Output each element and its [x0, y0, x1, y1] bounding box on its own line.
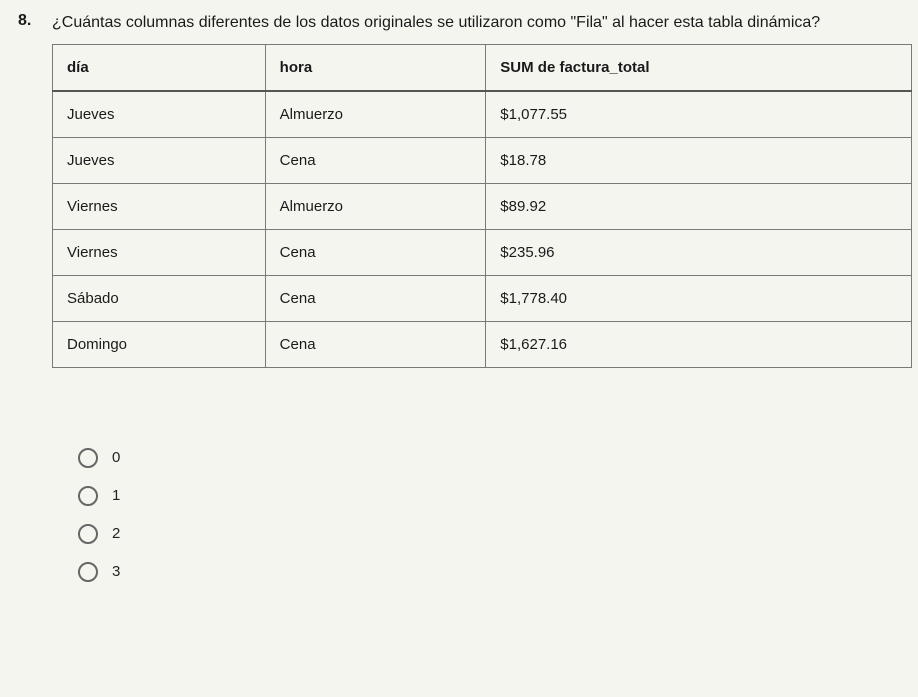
table-header-row: día hora SUM de factura_total	[53, 44, 912, 91]
cell-sum: $89.92	[486, 183, 912, 229]
cell-hora: Almuerzo	[265, 183, 486, 229]
radio-icon	[78, 486, 98, 506]
cell-sum: $1,778.40	[486, 275, 912, 321]
option-label: 0	[112, 449, 120, 466]
question-number: 8.	[18, 12, 38, 30]
option-label: 3	[112, 563, 120, 580]
table-row: Viernes Cena $235.96	[53, 229, 912, 275]
cell-sum: $1,077.55	[486, 91, 912, 138]
table-row: Viernes Almuerzo $89.92	[53, 183, 912, 229]
radio-icon	[78, 524, 98, 544]
cell-hora: Cena	[265, 137, 486, 183]
table-row: Jueves Almuerzo $1,077.55	[53, 91, 912, 138]
cell-dia: Jueves	[53, 137, 266, 183]
col-header-dia: día	[53, 44, 266, 91]
pivot-table: día hora SUM de factura_total Jueves Alm…	[52, 44, 912, 368]
cell-sum: $18.78	[486, 137, 912, 183]
answer-options: 0 1 2 3	[78, 448, 900, 582]
cell-hora: Cena	[265, 321, 486, 367]
cell-hora: Almuerzo	[265, 91, 486, 138]
pivot-table-container: día hora SUM de factura_total Jueves Alm…	[52, 44, 900, 368]
table-row: Sábado Cena $1,778.40	[53, 275, 912, 321]
col-header-hora: hora	[265, 44, 486, 91]
table-row: Jueves Cena $18.78	[53, 137, 912, 183]
cell-sum: $235.96	[486, 229, 912, 275]
radio-icon	[78, 562, 98, 582]
table-row: Domingo Cena $1,627.16	[53, 321, 912, 367]
cell-dia: Jueves	[53, 91, 266, 138]
question-row: 8. ¿Cuántas columnas diferentes de los d…	[18, 12, 900, 34]
cell-dia: Domingo	[53, 321, 266, 367]
option-1[interactable]: 1	[78, 486, 900, 506]
cell-hora: Cena	[265, 229, 486, 275]
col-header-sum: SUM de factura_total	[486, 44, 912, 91]
option-label: 2	[112, 525, 120, 542]
option-label: 1	[112, 487, 120, 504]
cell-dia: Viernes	[53, 183, 266, 229]
cell-hora: Cena	[265, 275, 486, 321]
option-0[interactable]: 0	[78, 448, 900, 468]
question-text: ¿Cuántas columnas diferentes de los dato…	[52, 12, 820, 34]
option-3[interactable]: 3	[78, 562, 900, 582]
radio-icon	[78, 448, 98, 468]
cell-dia: Viernes	[53, 229, 266, 275]
cell-dia: Sábado	[53, 275, 266, 321]
cell-sum: $1,627.16	[486, 321, 912, 367]
option-2[interactable]: 2	[78, 524, 900, 544]
